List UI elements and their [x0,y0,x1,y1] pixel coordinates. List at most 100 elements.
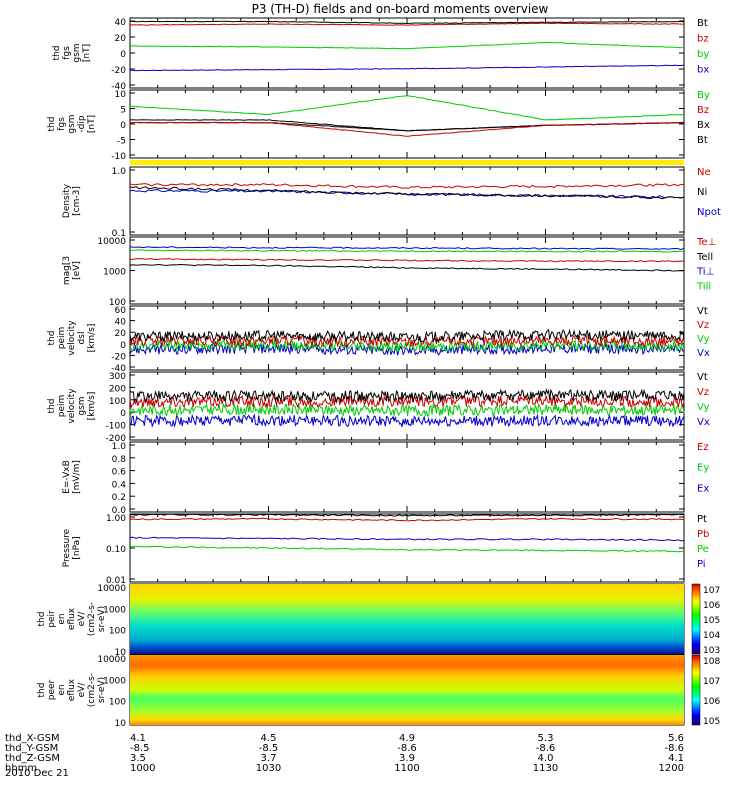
y-axis-label: thd [37,612,47,627]
colorbar-tick-label: 108 [703,657,720,667]
y-tick-label: 100 [109,698,126,708]
y-axis-label: (cm2-s- [87,602,97,636]
trace-Pb [129,517,685,522]
colorbar-tick-label: 103 [703,646,720,656]
y-axis-label: fgs [62,46,72,60]
trace-Till [129,249,685,253]
y-axis-label: [cm-3] [72,186,82,216]
y-axis-label: eflux [67,678,77,701]
footer-value: 4.1 [668,753,684,764]
legend-Vy: Vy [697,334,710,345]
plot-title: P3 (TH-D) fields and on-board moments ov… [252,2,549,16]
y-axis-label: [mV/m] [72,460,82,494]
footer-value: 4.0 [538,753,554,764]
y-tick-label: -5 [117,137,126,147]
y-axis-label: eflux [67,607,77,630]
y-tick-label: 1000 [103,605,126,615]
y-tick-label: 0 [120,409,126,419]
panel-e_vxb: 1.0 0.8 0.6 0.4 0.2 0.0 E=-VxB [mV/m] Ez Ey Ex [62,441,709,516]
legend-Vx: Vx [697,417,710,428]
y-tick-label: 10 [115,648,127,658]
legend-Bt: Bt [697,135,708,146]
y-tick-label: -100 [106,422,127,432]
footer-row-label: thd_Z-GSM [5,753,60,764]
panel-temperature: 10000 1000 100 mag[3 [eV] Te⊥ Tell Ti⊥ Till [62,236,716,308]
legend-Vx: Vx [697,348,710,359]
footer-value: -8.6 [664,743,684,754]
legend-Bx: Bx [697,120,710,131]
y-axis-label: thd [47,117,57,132]
footer-value: 5.3 [538,733,554,744]
colorbar-tick-label: 105 [703,717,720,727]
y-tick-label: 0.10 [106,545,126,555]
legend-Vz: Vz [697,387,709,398]
legend-by: by [697,49,709,60]
colorbar-tick-label: 107 [703,586,720,596]
peer-colorbar [691,654,701,726]
footer-row-label: thd_X-GSM [5,733,60,744]
y-axis-label: mag[3 [62,256,72,285]
footer-value: -8.5 [259,743,279,754]
y-tick-label: -200 [106,434,127,444]
trace-Vy [129,402,685,418]
legend-Vz: Vz [697,320,709,331]
trace-Ti⊥ [129,246,685,251]
y-tick-label: 0.1 [112,229,126,239]
legend-Bt: Bt [697,18,708,29]
y-axis-label: gsm [72,43,82,62]
y-tick-label: 40 [115,18,127,28]
colorbar-tick-label: 106 [703,601,720,611]
panel-frame [129,441,685,513]
trace-Pe [129,545,685,553]
y-tick-label: 0.8 [112,455,127,465]
footer-value: 4.9 [399,733,415,744]
y-axis-label: peim [57,327,67,350]
y-tick-label: 10 [115,719,127,729]
footer-value: 1030 [256,763,281,774]
footer-row-label: thd_Y-GSM [5,743,58,754]
y-axis-label: sr-eV) [97,606,107,632]
y-tick-label: 20 [115,34,127,44]
footer-value: 1200 [659,763,684,774]
y-tick-label: 10000 [97,584,126,594]
y-axis-label: (cm2-s- [87,673,97,707]
y-tick-label: 10000 [97,237,126,247]
footer-ephemeris: thd_X-GSM 4.1 4.5 4.9 5.3 5.6 thd_Y-GSM -8.5 -8.… [5,733,684,774]
trace-by [129,41,685,50]
trace-Te⊥ [129,258,685,263]
panel-frame [129,513,685,583]
trace-bz [129,22,684,26]
trace-Pt [129,513,685,517]
y-axis-label: peer [47,679,57,700]
footer-value: 5.6 [668,733,684,744]
y-tick-label: -20 [111,352,126,362]
y-tick-label: 0.01 [106,576,126,586]
legend-Vt: Vt [697,372,708,383]
footer-value: 1130 [533,763,558,774]
yellow-status-bar [130,160,684,165]
legend-Ey: Ey [697,463,709,474]
panel-fgs_gsm_dip: 10 5 0 -5 -10 thd fgs gsm -dip [nT] By Bz Bx Bt [47,89,710,162]
trace-Vx [129,412,685,428]
footer-value: 4.1 [130,733,146,744]
y-tick-label: 1.0 [112,442,127,452]
legend-Tell: Tell [696,252,713,263]
footer-value: 3.7 [261,753,277,764]
peir-spectrogram [130,584,684,654]
y-axis-label: en [57,684,67,695]
y-axis-label: thd [52,46,62,61]
footer-value: 3.5 [130,753,146,764]
legend-Till: Till [696,281,711,292]
y-axis-label: peir [47,610,57,628]
panel-peim_velocity_gsm: 300 200 100 0 -100 -200 thd peim velocity gsm [km/… [47,371,710,444]
legend-Npot: Npot [697,207,721,218]
trace-Ni [129,186,685,200]
y-tick-label: 0.2 [112,493,126,503]
y-axis-label: [eV] [72,261,82,280]
legend-Pe: Pe [697,544,709,555]
y-tick-label: -20 [111,66,126,76]
y-tick-label: -40 [111,82,126,92]
y-axis-label: en [57,613,67,624]
footer-value: 1100 [394,763,419,774]
